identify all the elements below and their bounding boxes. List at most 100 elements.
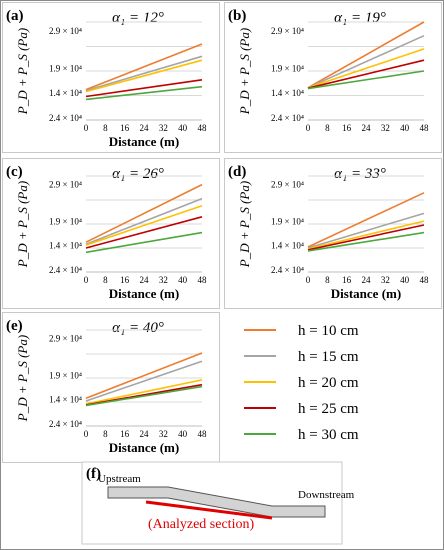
series-line <box>307 34 425 89</box>
series-line <box>307 220 425 250</box>
series-line <box>85 43 203 91</box>
chart-panel: (c) α₁ = 26° 2.4 × 10⁴ 1.4 × 10⁴ 1.9 × 10⁴ 2.… <box>2 158 220 309</box>
chart-title: α₁ = 19° <box>334 10 386 26</box>
chart-panel: (a) α₁ = 12° 2.4 × 10⁴ 1.4 × 10⁴ 1.9 × 10⁴ 2.… <box>2 2 220 153</box>
y-tick-label: 2.4 × 10⁴ <box>49 113 82 123</box>
panel-label: (d) <box>228 164 246 180</box>
y-tick-label: 2.4 × 10⁴ <box>271 113 304 123</box>
panel-frame <box>224 2 442 153</box>
chart-title: α₁ = 26° <box>112 166 164 182</box>
chart-title: α₁ = 12° <box>112 10 164 26</box>
x-tick-label: 40 <box>400 275 410 285</box>
panel-label: (a) <box>6 8 24 24</box>
chart-panel: (b) α₁ = 19° 2.4 × 10⁴ 1.4 × 10⁴ 1.9 × 10⁴ 2.… <box>224 2 442 153</box>
x-axis-label: Distance (m) <box>109 440 179 455</box>
x-axis-label: Distance (m) <box>331 286 401 301</box>
y-axis-label: P_D + P_S (Pa) <box>15 335 30 422</box>
y-tick-label: 2.9 × 10⁴ <box>49 180 82 190</box>
series-line <box>85 55 203 92</box>
y-tick-label: 1.4 × 10⁴ <box>49 241 82 251</box>
x-tick-label: 8 <box>325 275 330 285</box>
upstream-label: Upstream <box>98 473 141 485</box>
y-axis-label: P_D + P_S (Pa) <box>15 181 30 268</box>
x-tick-label: 32 <box>159 123 168 133</box>
x-tick-label: 8 <box>103 275 108 285</box>
x-tick-label: 0 <box>306 123 311 133</box>
series-line <box>85 205 203 246</box>
y-tick-label: 1.9 × 10⁴ <box>271 217 304 227</box>
series-line <box>85 85 203 101</box>
x-tick-label: 32 <box>159 429 168 439</box>
y-tick-label: 1.9 × 10⁴ <box>49 371 82 381</box>
analyzed-section-label: (Analyzed section) <box>148 517 254 532</box>
legend-label: h = 15 cm <box>298 349 359 365</box>
series-line <box>85 197 203 245</box>
panel-label: (c) <box>6 164 23 180</box>
chart-panel: (d) α₁ = 33° 2.4 × 10⁴ 1.4 × 10⁴ 1.9 × 10⁴ 2.… <box>224 158 442 309</box>
channel-shape <box>107 486 326 518</box>
series-line <box>85 379 203 405</box>
x-tick-label: 8 <box>103 123 108 133</box>
x-tick-label: 16 <box>120 429 130 439</box>
downstream-label: Downstream <box>298 489 355 501</box>
y-tick-label: 2.4 × 10⁴ <box>49 419 82 429</box>
y-tick-label: 1.4 × 10⁴ <box>271 88 304 98</box>
y-tick-label: 1.4 × 10⁴ <box>271 241 304 251</box>
x-tick-label: 0 <box>306 275 311 285</box>
x-tick-label: 40 <box>400 123 410 133</box>
series-line <box>85 385 203 407</box>
y-tick-label: 2.9 × 10⁴ <box>49 26 82 36</box>
legend: h = 10 cm h = 15 cm h = 20 cm h = 25 cm h = … <box>244 323 359 443</box>
panel-label-f: (f) <box>86 466 101 482</box>
series-line <box>85 360 203 402</box>
x-tick-label: 48 <box>420 275 430 285</box>
y-tick-label: 2.9 × 10⁴ <box>49 334 82 344</box>
series-line <box>307 192 425 248</box>
series-line <box>85 231 203 254</box>
series-line <box>85 216 203 249</box>
y-tick-label: 2.9 × 10⁴ <box>271 180 304 190</box>
panel-frame <box>2 2 220 153</box>
legend-label: h = 10 cm <box>298 323 359 339</box>
chart-title: α₁ = 40° <box>112 320 164 336</box>
channel-diagram: (f) Upstream Downstream (Analyzed sectio… <box>81 461 355 545</box>
y-tick-label: 1.9 × 10⁴ <box>49 217 82 227</box>
x-tick-label: 16 <box>342 275 352 285</box>
series-line <box>85 183 203 243</box>
y-axis-label: P_D + P_S (Pa) <box>15 28 30 115</box>
series-line <box>307 212 425 249</box>
series-line <box>85 59 203 93</box>
series-line <box>307 70 425 90</box>
series-line <box>307 21 425 89</box>
x-tick-label: 24 <box>362 275 372 285</box>
x-tick-label: 24 <box>140 123 150 133</box>
series-line <box>307 59 425 89</box>
legend-label: h = 20 cm <box>298 375 359 391</box>
panel-label: (e) <box>6 318 23 334</box>
x-tick-label: 48 <box>198 429 208 439</box>
y-tick-label: 1.4 × 10⁴ <box>49 395 82 405</box>
chart-title: α₁ = 33° <box>334 166 386 182</box>
legend-label: h = 25 cm <box>298 401 359 417</box>
x-tick-label: 24 <box>140 275 150 285</box>
y-tick-label: 1.9 × 10⁴ <box>49 64 82 74</box>
x-tick-label: 24 <box>362 123 372 133</box>
panel-frame <box>224 158 442 309</box>
x-tick-label: 8 <box>325 123 330 133</box>
chart-panel: (e) α₁ = 40° 2.4 × 10⁴ 1.4 × 10⁴ 1.9 × 10⁴ 2.… <box>2 312 220 463</box>
y-axis-label: P_D + P_S (Pa) <box>237 181 252 268</box>
x-tick-label: 24 <box>140 429 150 439</box>
y-tick-label: 1.4 × 10⁴ <box>49 88 82 98</box>
series-line <box>307 224 425 251</box>
x-tick-label: 48 <box>420 123 430 133</box>
x-tick-label: 48 <box>198 123 208 133</box>
panel-label: (b) <box>228 8 246 24</box>
x-tick-label: 32 <box>381 123 390 133</box>
x-tick-label: 16 <box>120 123 130 133</box>
x-tick-label: 40 <box>178 275 188 285</box>
series-line <box>85 79 203 98</box>
x-axis-label: Distance (m) <box>109 134 179 149</box>
x-tick-label: 0 <box>84 429 89 439</box>
x-tick-label: 16 <box>120 275 130 285</box>
